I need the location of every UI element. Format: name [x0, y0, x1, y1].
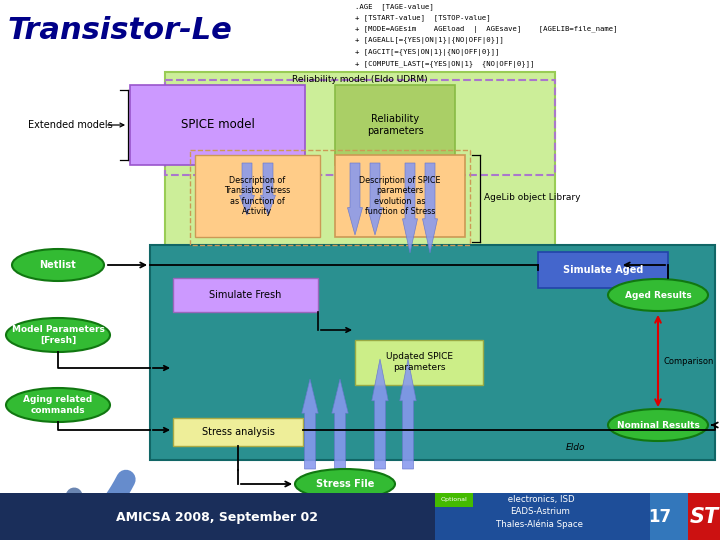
FancyArrow shape [302, 379, 318, 469]
Bar [150, 245, 715, 460]
FancyArrow shape [372, 359, 388, 469]
Text: electronics, ISD
EADS-Astrium
Thales-Alénia Space: electronics, ISD EADS-Astrium Thales-Alé… [497, 495, 583, 529]
Text: Extended models: Extended models [27, 120, 112, 130]
Ellipse shape [12, 249, 104, 281]
FancyArrow shape [261, 163, 276, 215]
Text: Simulate Aged: Simulate Aged [563, 265, 643, 275]
Bar [355, 340, 483, 385]
Bar [435, 493, 473, 507]
Text: + [COMPUTE_LAST[={YES|ON|1}  {NO|OFF|0}]]: + [COMPUTE_LAST[={YES|ON|1} {NO|OFF|0}]] [355, 60, 534, 68]
Text: + [AGCIT[={YES|ON|1}|{NO|OFF|0}]]: + [AGCIT[={YES|ON|1}|{NO|OFF|0}]] [355, 49, 500, 56]
Text: Netlist: Netlist [40, 260, 76, 270]
FancyArrow shape [332, 379, 348, 469]
Text: Model Parameters
[Fresh]: Model Parameters [Fresh] [12, 325, 104, 345]
Bar [335, 85, 455, 165]
Text: Optional: Optional [441, 497, 467, 503]
Text: AMICSA 2008, September 02: AMICSA 2008, September 02 [116, 510, 318, 523]
Bar [190, 150, 470, 245]
Text: Description of SPICE
parameters
evolution  as
function of Stress: Description of SPICE parameters evolutio… [359, 176, 441, 216]
Text: ST: ST [689, 507, 719, 527]
Bar [538, 252, 668, 288]
FancyArrow shape [423, 163, 438, 253]
Text: + [TSTART-value]  [TSTOP-value]: + [TSTART-value] [TSTOP-value] [355, 15, 490, 21]
FancyArrow shape [400, 359, 416, 469]
Bar [195, 155, 320, 237]
Text: Stress analysis: Stress analysis [202, 427, 274, 437]
Ellipse shape [6, 318, 110, 352]
FancyArrow shape [402, 163, 418, 253]
Text: Eldo: Eldo [565, 443, 585, 453]
Text: 17: 17 [649, 508, 672, 526]
Ellipse shape [6, 388, 110, 422]
Bar [650, 493, 720, 540]
Bar [335, 155, 465, 237]
Text: Description of
Transistor Stress
as function of
Activity: Description of Transistor Stress as func… [224, 176, 290, 216]
Text: Transistor-Le: Transistor-Le [8, 16, 233, 45]
Text: .AGE  [TAGE-value]: .AGE [TAGE-value] [355, 3, 433, 10]
FancyArrow shape [240, 163, 254, 215]
Ellipse shape [295, 469, 395, 499]
Text: Updated SPICE
parameters: Updated SPICE parameters [385, 352, 452, 372]
Bar [435, 493, 650, 540]
Ellipse shape [608, 409, 708, 441]
Bar [173, 278, 318, 312]
Text: AgeLib object Library: AgeLib object Library [484, 193, 580, 202]
Text: + [MODE=AGEsim    AGEload  |  AGEsave]    [AGELIB=file_name]: + [MODE=AGEsim AGEload | AGEsave] [AGELI… [355, 26, 618, 33]
Bar [688, 493, 720, 540]
Text: Nominal Results: Nominal Results [616, 421, 699, 429]
Text: Stress File: Stress File [316, 479, 374, 489]
Bar [165, 80, 555, 175]
Bar [0, 493, 720, 540]
Text: Reliability
parameters: Reliability parameters [366, 114, 423, 136]
Bar [165, 72, 555, 247]
Text: + [AGEALL[={YES|ON|1}|{NO|OFF|0}]]: + [AGEALL[={YES|ON|1}|{NO|OFF|0}]] [355, 37, 504, 44]
Text: Simulate Fresh: Simulate Fresh [209, 290, 282, 300]
Text: SPICE model: SPICE model [181, 118, 255, 132]
FancyArrow shape [348, 163, 362, 235]
Text: Aging related
commands: Aging related commands [23, 395, 93, 415]
Text: Comparison: Comparison [663, 357, 714, 367]
Text: Aged Results: Aged Results [625, 291, 691, 300]
Bar [130, 85, 305, 165]
Ellipse shape [608, 279, 708, 311]
Text: Reliability model (Eldo UDRM): Reliability model (Eldo UDRM) [292, 75, 428, 84]
FancyArrow shape [367, 163, 382, 235]
Bar [173, 418, 303, 446]
